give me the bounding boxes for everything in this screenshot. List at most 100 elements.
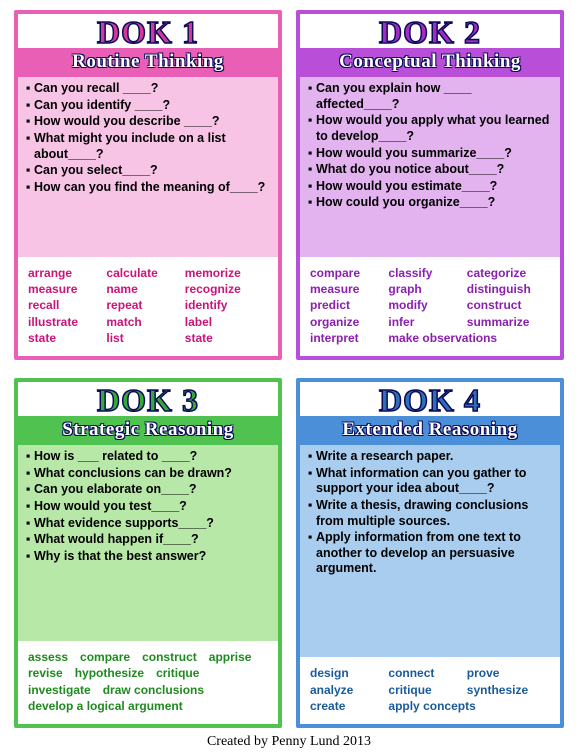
- question-item: ▪Can you explain how ____ affected____?: [308, 81, 554, 112]
- verb-item: revise: [28, 665, 63, 681]
- verb-item: name: [106, 281, 180, 297]
- question-text: How is ___ related to ____?: [34, 449, 197, 465]
- bullet-icon: ▪: [308, 162, 316, 178]
- subtitle-band: Routine Thinking: [18, 48, 278, 77]
- bullet-icon: ▪: [26, 180, 34, 196]
- question-item: ▪How would you apply what you learned to…: [308, 113, 554, 144]
- verb-item: recall: [28, 297, 102, 313]
- question-text: How would you summarize____?: [316, 146, 512, 162]
- verb-item: analyze: [310, 682, 384, 698]
- bullet-icon: ▪: [26, 466, 34, 482]
- question-list: ▪Write a research paper.▪What informatio…: [300, 445, 560, 657]
- bullet-icon: ▪: [26, 98, 34, 114]
- subtitle-band: Conceptual Thinking: [300, 48, 560, 77]
- bullet-icon: ▪: [26, 532, 34, 548]
- bullet-icon: ▪: [26, 482, 34, 498]
- question-item: ▪How is ___ related to ____?: [26, 449, 272, 465]
- verb-item: list: [106, 330, 180, 346]
- question-list: ▪How is ___ related to ____?▪What conclu…: [18, 445, 278, 641]
- dok-card-1: DOK 1 Routine Thinking ▪Can you recall _…: [14, 10, 282, 360]
- question-text: How would you describe ____?: [34, 114, 219, 130]
- question-item: ▪Can you select____?: [26, 163, 272, 179]
- question-text: Apply information from one text to anoth…: [316, 530, 554, 577]
- question-item: ▪Why is that the best answer?: [26, 549, 272, 565]
- dok-card-3: DOK 3 Strategic Reasoning ▪How is ___ re…: [14, 378, 282, 728]
- verb-item: distinguish: [467, 281, 541, 297]
- question-item: ▪Can you elaborate on____?: [26, 482, 272, 498]
- question-text: Can you explain how ____ affected____?: [316, 81, 554, 112]
- bullet-icon: ▪: [308, 466, 316, 497]
- question-text: What conclusions can be drawn?: [34, 466, 232, 482]
- verb-item: categorize: [467, 265, 541, 281]
- bullet-icon: ▪: [308, 81, 316, 112]
- verb-box: designconnectproveanalyzecritiquesynthes…: [304, 661, 556, 720]
- verb-item: create: [310, 698, 384, 714]
- verb-item: measure: [310, 281, 384, 297]
- verb-item: connect: [388, 665, 462, 681]
- verb-item: organize: [310, 314, 384, 330]
- verb-item: measure: [28, 281, 102, 297]
- question-text: Why is that the best answer?: [34, 549, 206, 565]
- bullet-icon: ▪: [308, 498, 316, 529]
- question-item: ▪Apply information from one text to anot…: [308, 530, 554, 577]
- question-item: ▪What do you notice about____?: [308, 162, 554, 178]
- question-item: ▪Write a thesis, drawing conclusions fro…: [308, 498, 554, 529]
- bullet-icon: ▪: [308, 195, 316, 211]
- verb-item: draw conclusions: [103, 682, 204, 698]
- question-text: What would happen if____?: [34, 532, 199, 548]
- verb-item: repeat: [106, 297, 180, 313]
- subtitle-band: Strategic Reasoning: [18, 416, 278, 445]
- verb-item: state: [185, 330, 259, 346]
- verb-item: infer: [388, 314, 462, 330]
- bullet-icon: ▪: [26, 449, 34, 465]
- question-list: ▪Can you explain how ____ affected____?▪…: [300, 77, 560, 257]
- verb-item: hypothesize: [75, 665, 144, 681]
- verb-item: predict: [310, 297, 384, 313]
- verb-item: graph: [388, 281, 462, 297]
- question-item: ▪How can you find the meaning of____?: [26, 180, 272, 196]
- bullet-icon: ▪: [308, 449, 316, 465]
- verb-item: classify: [388, 265, 462, 281]
- question-text: Can you recall ____?: [34, 81, 158, 97]
- verb-item: state: [28, 330, 102, 346]
- dok-title: DOK 4: [300, 384, 560, 416]
- question-item: ▪How could you organize____?: [308, 195, 554, 211]
- verb-item: calculate: [106, 265, 180, 281]
- question-item: ▪What information can you gather to supp…: [308, 466, 554, 497]
- question-text: What do you notice about____?: [316, 162, 504, 178]
- subtitle-band: Extended Reasoning: [300, 416, 560, 445]
- verb-item: critique: [156, 665, 199, 681]
- question-text: What information can you gather to suppo…: [316, 466, 554, 497]
- question-text: How can you find the meaning of____?: [34, 180, 265, 196]
- question-item: ▪What conclusions can be drawn?: [26, 466, 272, 482]
- card-header: DOK 2: [300, 14, 560, 48]
- question-item: ▪How would you test____?: [26, 499, 272, 515]
- question-text: How would you estimate____?: [316, 179, 497, 195]
- verb-item: apprise: [209, 649, 252, 665]
- bullet-icon: ▪: [26, 81, 34, 97]
- question-item: ▪Write a research paper.: [308, 449, 554, 465]
- subtitle: Routine Thinking: [18, 51, 278, 73]
- bullet-icon: ▪: [308, 113, 316, 144]
- verb-item: develop a logical argument: [28, 698, 183, 714]
- verb-item: prove: [467, 665, 541, 681]
- question-item: ▪Can you recall ____?: [26, 81, 272, 97]
- verb-item: construct: [467, 297, 541, 313]
- dok-title: DOK 2: [300, 16, 560, 48]
- verb-box: assesscompareconstructappriserevisehypot…: [22, 645, 274, 720]
- bullet-icon: ▪: [26, 114, 34, 130]
- question-text: Write a research paper.: [316, 449, 453, 465]
- verb-item: identify: [185, 297, 259, 313]
- subtitle: Conceptual Thinking: [300, 51, 560, 73]
- bullet-icon: ▪: [308, 146, 316, 162]
- question-list: ▪Can you recall ____?▪Can you identify _…: [18, 77, 278, 257]
- dok-card-2: DOK 2 Conceptual Thinking ▪Can you expla…: [296, 10, 564, 360]
- verb-item: compare: [310, 265, 384, 281]
- question-text: How could you organize____?: [316, 195, 495, 211]
- verb-item: design: [310, 665, 384, 681]
- subtitle: Extended Reasoning: [300, 419, 560, 441]
- question-text: What might you include on a list about__…: [34, 131, 272, 162]
- question-text: Can you elaborate on____?: [34, 482, 197, 498]
- card-header: DOK 1: [18, 14, 278, 48]
- bullet-icon: ▪: [26, 499, 34, 515]
